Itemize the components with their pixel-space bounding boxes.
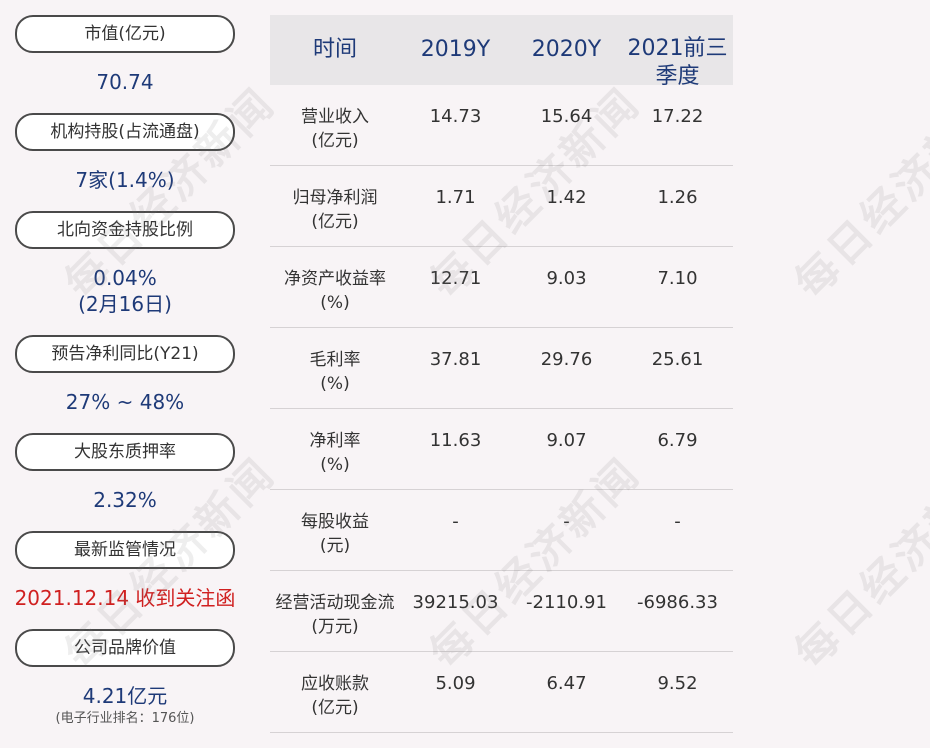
row-label: 经营活动现金流 (万元) <box>270 591 400 639</box>
table-cell: 14.73 <box>429 106 482 127</box>
pill-northbound-ratio: 北向资金持股比例 <box>15 211 235 249</box>
table-cell: 1.71 <box>435 187 476 208</box>
value-institutional-holding: 7家(1.4%) <box>75 168 175 192</box>
table-row: 营业收入 (亿元) 14.73 15.64 17.22 <box>270 85 733 166</box>
pill-market-cap: 市值(亿元) <box>15 15 235 53</box>
watermark: 每日经济新闻 <box>785 77 930 308</box>
metric-unit: (%) <box>320 293 350 313</box>
metric-unit: (%) <box>320 455 350 475</box>
row-label: 营业收入 (亿元) <box>270 105 400 153</box>
table-cell: 25.61 <box>651 349 704 370</box>
metric-unit: (亿元) <box>311 212 359 232</box>
table-header: 时间 2019Y 2020Y 2021前三季度 <box>270 15 733 89</box>
table-row: 毛利率 (%) 37.81 29.76 25.61 <box>270 328 733 409</box>
table-cell: 11.63 <box>429 430 482 451</box>
row-label: 应收账款 (亿元) <box>270 672 400 720</box>
pill-brand-value: 公司品牌价值 <box>15 629 235 667</box>
table-cell: -6986.33 <box>637 592 718 613</box>
metric-unit: (%) <box>320 374 350 394</box>
table-cell: 9.52 <box>657 673 698 694</box>
metric-name: 每股收益 <box>301 512 369 532</box>
metric-name: 归母净利润 <box>292 188 378 208</box>
brand-rank-note: (电子行业排名：176位) <box>55 711 195 726</box>
table-cell: - <box>452 511 459 532</box>
pill-forecast-profit: 预告净利同比(Y21) <box>15 335 235 373</box>
table-cell: 6.79 <box>657 430 698 451</box>
table-cell: 39215.03 <box>412 592 499 613</box>
value-pledge-ratio: 2.32% <box>93 488 157 512</box>
header-time: 时间 <box>312 37 357 62</box>
value-forecast-profit: 27% ~ 48% <box>65 390 185 414</box>
left-panel: 市值(亿元) 70.74 机构持股(占流通盘) 7家(1.4%) 北向资金持股比… <box>0 0 250 748</box>
row-label: 每股收益 (元) <box>270 510 400 558</box>
table-row: 归母净利润 (亿元) 1.71 1.42 1.26 <box>270 166 733 247</box>
metric-unit: (亿元) <box>311 131 359 151</box>
pill-regulatory-status: 最新监管情况 <box>15 531 235 569</box>
table-cell: - <box>674 511 681 532</box>
table-cell: 1.26 <box>657 187 698 208</box>
table-cell: 29.76 <box>540 349 593 370</box>
row-label: 毛利率 (%) <box>270 348 400 396</box>
metric-name: 毛利率 <box>309 350 361 370</box>
table-cell: - <box>563 511 570 532</box>
pill-institutional-holding: 机构持股(占流通盘) <box>15 113 235 151</box>
header-2020: 2020Y <box>531 37 602 62</box>
table-cell: 7.10 <box>657 268 698 289</box>
table-cell: 12.71 <box>429 268 482 289</box>
table-cell: 1.42 <box>546 187 587 208</box>
header-2019: 2019Y <box>420 37 491 62</box>
value-market-cap: 70.74 <box>96 70 154 94</box>
metric-unit: (元) <box>319 536 351 556</box>
value-northbound-ratio: 0.04% <box>93 266 157 290</box>
table-cell: 9.07 <box>546 430 587 451</box>
table-row: 每股收益 (元) - - - <box>270 490 733 571</box>
pill-pledge-ratio: 大股东质押率 <box>15 433 235 471</box>
metric-name: 净资产收益率 <box>284 269 386 289</box>
row-label: 净利率 (%) <box>270 429 400 477</box>
table-row: 净利率 (%) 11.63 9.07 6.79 <box>270 409 733 490</box>
row-label: 归母净利润 (亿元) <box>270 186 400 234</box>
table-cell: 9.03 <box>546 268 587 289</box>
value-brand-value: 4.21亿元 <box>82 684 168 708</box>
value-northbound-date: (2月16日) <box>78 292 172 316</box>
value-regulatory-status: 2021.12.14 收到关注函 <box>14 586 236 610</box>
row-label: 净资产收益率 (%) <box>270 267 400 315</box>
table-cell: 5.09 <box>435 673 476 694</box>
table-body: 营业收入 (亿元) 14.73 15.64 17.22 归母净利润 (亿元) 1.71 1.42… <box>270 85 733 733</box>
metric-name: 应收账款 <box>301 674 369 694</box>
metric-name: 经营活动现金流 <box>275 593 395 613</box>
table-row: 经营活动现金流 (万元) 39215.03 -2110.91 -6986.33 <box>270 571 733 652</box>
watermark: 每日经济新闻 <box>785 447 930 678</box>
header-2021q3: 2021前三季度 <box>627 36 728 89</box>
metric-unit: (万元) <box>311 617 359 637</box>
table-cell: 6.47 <box>546 673 587 694</box>
table-cell: 17.22 <box>651 106 704 127</box>
table-row: 净资产收益率 (%) 12.71 9.03 7.10 <box>270 247 733 328</box>
financial-table: 时间 2019Y 2020Y 2021前三季度 营业收入 (亿元) 14.73 15.… <box>270 15 733 733</box>
table-cell: 37.81 <box>429 349 482 370</box>
table-cell: -2110.91 <box>526 592 607 613</box>
table-cell: 15.64 <box>540 106 593 127</box>
metric-name: 净利率 <box>309 431 361 451</box>
table-row: 应收账款 (亿元) 5.09 6.47 9.52 <box>270 652 733 733</box>
metric-unit: (亿元) <box>311 698 359 718</box>
metric-name: 营业收入 <box>301 107 369 127</box>
